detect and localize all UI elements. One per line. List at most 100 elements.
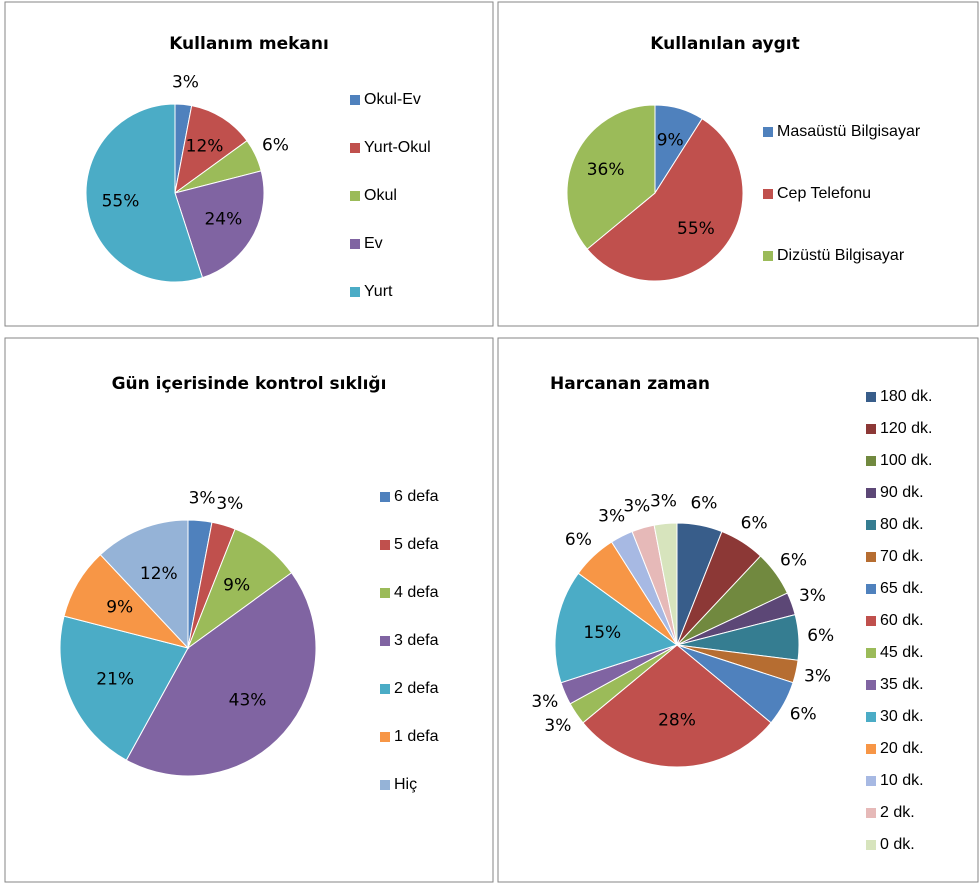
legend-swatch (866, 744, 876, 754)
pie-slice (582, 644, 772, 768)
legend-swatch (866, 776, 876, 786)
legend-swatch (380, 588, 390, 598)
legend-label: 30 dk. (880, 708, 924, 725)
legend-label: 20 dk. (880, 740, 924, 757)
data-label: 3% (544, 716, 571, 736)
legend-label: 180 dk. (880, 388, 932, 405)
legend-label: 5 defa (394, 536, 439, 553)
legend-label: 0 dk. (880, 836, 915, 853)
legend-swatch (866, 712, 876, 722)
chart-title: Kullanılan aygıt (650, 34, 800, 54)
legend-swatch (763, 127, 773, 137)
data-label: 9% (657, 131, 684, 151)
legend-swatch (350, 287, 360, 297)
pie-slice (99, 519, 189, 650)
legend-label: Yurt-Okul (364, 139, 431, 156)
legend-swatch (763, 251, 773, 261)
data-label: 6% (262, 136, 289, 156)
data-label: 3% (189, 489, 216, 509)
legend-swatch (380, 540, 390, 550)
data-label: 3% (598, 507, 625, 527)
legend-label: 10 dk. (880, 772, 924, 789)
pie-slice (85, 103, 204, 283)
data-label: 6% (690, 494, 717, 514)
data-label: 3% (804, 666, 831, 686)
legend-swatch (866, 392, 876, 402)
legend-swatch (866, 456, 876, 466)
legend-label: Hiç (394, 776, 417, 793)
data-label: 3% (799, 586, 826, 606)
legend-label: 80 dk. (880, 516, 924, 533)
data-label: 43% (229, 690, 267, 710)
pie-slice (554, 572, 679, 684)
data-label: 55% (677, 219, 715, 239)
legend-label: 100 dk. (880, 452, 932, 469)
legend-swatch (380, 492, 390, 502)
data-label: 3% (623, 497, 650, 517)
legend-swatch (866, 584, 876, 594)
chart-title: Gün içerisinde kontrol sıklığı (112, 374, 387, 394)
legend-label: 70 dk. (880, 548, 924, 565)
data-label: 55% (102, 192, 140, 212)
data-label: 9% (223, 575, 250, 595)
data-label: 6% (741, 513, 768, 533)
data-label: 15% (583, 623, 621, 643)
data-label: 24% (204, 210, 242, 230)
legend-label: 45 dk. (880, 644, 924, 661)
data-label: 6% (565, 530, 592, 550)
data-label: 3% (216, 494, 243, 514)
data-label: 6% (807, 626, 834, 646)
legend-label: Ev (364, 235, 383, 252)
legend-swatch (380, 732, 390, 742)
legend-label: Dizüstü Bilgisayar (777, 247, 905, 264)
chart-title: Harcanan zaman (550, 374, 710, 394)
data-label: 28% (658, 711, 696, 731)
legend-label: 1 defa (394, 728, 439, 745)
legend-label: 3 defa (394, 632, 439, 649)
legend-swatch (866, 488, 876, 498)
legend-swatch (350, 143, 360, 153)
pie-slice (59, 615, 189, 761)
legend-swatch (866, 808, 876, 818)
legend-swatch (866, 616, 876, 626)
legend-label: Masaüstü Bilgisayar (777, 123, 921, 140)
data-label: 3% (531, 692, 558, 712)
legend-swatch (866, 648, 876, 658)
legend-swatch (380, 684, 390, 694)
legend-label: Yurt (364, 283, 393, 300)
legend-swatch (866, 552, 876, 562)
legend-label: 6 defa (394, 488, 439, 505)
legend-swatch (350, 95, 360, 105)
legend-swatch (866, 680, 876, 690)
legend-swatch (763, 189, 773, 199)
pie-slice (174, 170, 265, 279)
data-label: 36% (587, 160, 625, 180)
data-label: 21% (96, 670, 134, 690)
legend-swatch (866, 520, 876, 530)
legend-label: Cep Telefonu (777, 185, 871, 202)
legend-swatch (866, 840, 876, 850)
data-label: 9% (106, 598, 133, 618)
data-label: 6% (790, 704, 817, 724)
legend-label: 90 dk. (880, 484, 924, 501)
legend-label: 2 dk. (880, 804, 915, 821)
data-label: 12% (186, 136, 224, 156)
legend-label: Okul (364, 187, 397, 204)
pie-slice (586, 118, 744, 282)
legend-label: 120 dk. (880, 420, 932, 437)
legend-swatch (380, 780, 390, 790)
legend-label: 35 dk. (880, 676, 924, 693)
pie-slice (174, 104, 248, 195)
chart-title: Kullanım mekanı (169, 34, 329, 54)
pie-slice (653, 522, 678, 646)
legend-label: 65 dk. (880, 580, 924, 597)
legend-label: 60 dk. (880, 612, 924, 629)
legend-label: 2 defa (394, 680, 439, 697)
pie-slice (566, 104, 656, 250)
data-label: 3% (172, 72, 199, 92)
legend-label: Okul-Ev (364, 91, 421, 108)
legend-swatch (380, 636, 390, 646)
legend-swatch (350, 239, 360, 249)
legend-swatch (350, 191, 360, 201)
